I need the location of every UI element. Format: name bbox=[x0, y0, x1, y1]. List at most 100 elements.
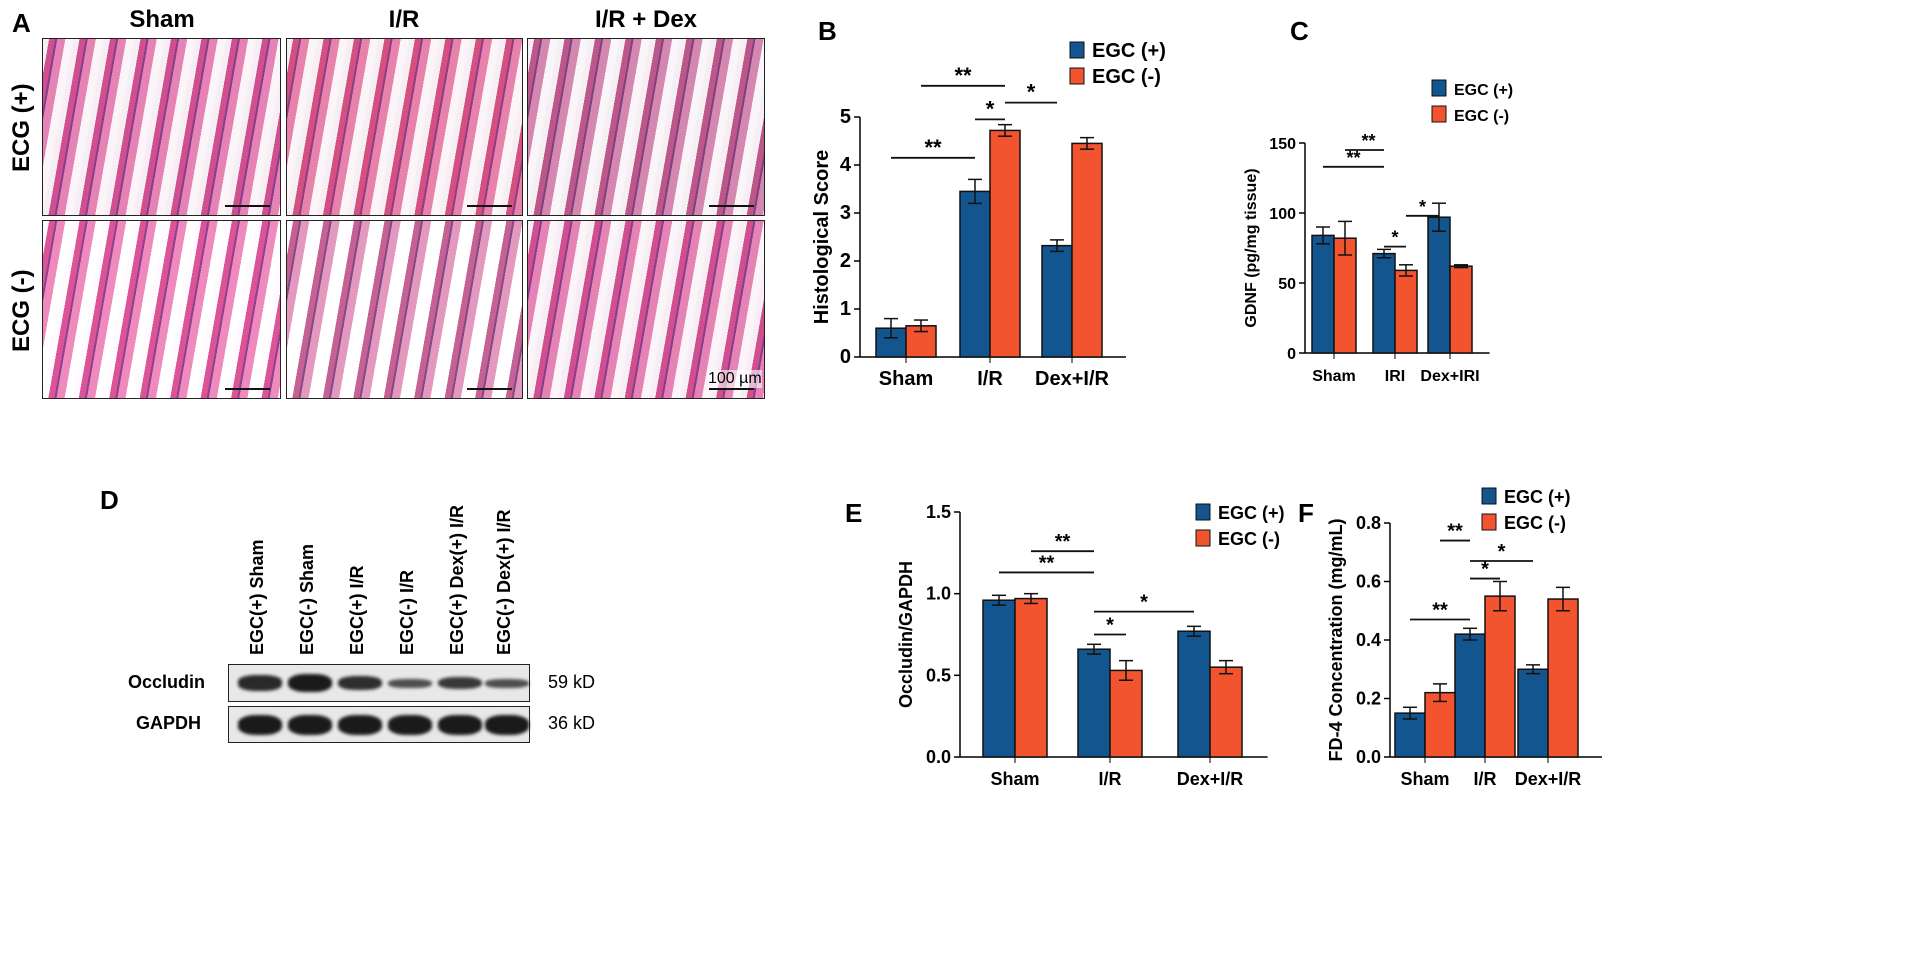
bar-egc bbox=[1209, 666, 1243, 758]
blot-occludin bbox=[228, 664, 530, 702]
bar-egc bbox=[1394, 712, 1426, 758]
blot-band bbox=[388, 678, 432, 688]
significance-marker: * bbox=[1481, 559, 1489, 581]
x-tick-label: I/R bbox=[1098, 769, 1121, 789]
bar-egc bbox=[1109, 669, 1143, 758]
legend-swatch bbox=[1069, 41, 1085, 59]
blot-band bbox=[238, 675, 282, 691]
panel-label-c: C bbox=[1290, 16, 1309, 46]
bar-egc bbox=[1454, 633, 1486, 758]
x-tick-label: I/R bbox=[1473, 769, 1496, 789]
x-tick-label: IRI bbox=[1385, 368, 1405, 385]
significance-marker: ** bbox=[1346, 148, 1360, 168]
histology-image-ir-egc-plus bbox=[286, 38, 523, 216]
x-tick-label: Sham bbox=[1400, 769, 1449, 789]
y-axis-label: GDNF (pg/mg tissue) bbox=[1243, 168, 1260, 327]
legend-swatch bbox=[1431, 79, 1447, 97]
significance-marker: * bbox=[1106, 615, 1114, 637]
x-tick-label: Dex+IRI bbox=[1420, 368, 1479, 385]
legend-label: EGC (-) bbox=[1092, 66, 1161, 88]
column-header-ir: I/R bbox=[388, 6, 420, 33]
bar-egc bbox=[982, 599, 1016, 758]
bar-egc bbox=[1177, 630, 1211, 758]
bar-egc bbox=[1311, 234, 1335, 354]
y-tick-label: 0 bbox=[840, 346, 851, 368]
histology-image-ir-egc-minus bbox=[286, 220, 523, 399]
y-tick-label: 2 bbox=[840, 250, 851, 272]
x-tick-label: Sham bbox=[990, 769, 1039, 789]
blot-size-gapdh: 36 kD bbox=[548, 713, 596, 733]
blot-band bbox=[438, 714, 482, 735]
legend-label: EGC (-) bbox=[1454, 108, 1509, 125]
blot-size-occludin: 59 kD bbox=[548, 672, 596, 692]
y-tick-label: 0.0 bbox=[1356, 747, 1381, 767]
blot-band bbox=[238, 714, 282, 735]
x-tick-label: Dex+I/R bbox=[1515, 769, 1582, 789]
bar-egc bbox=[1394, 269, 1418, 354]
significance-marker: ** bbox=[954, 63, 972, 88]
legend-swatch bbox=[1481, 487, 1497, 505]
significance-marker: ** bbox=[1447, 521, 1463, 543]
x-tick-label: Dex+I/R bbox=[1177, 769, 1244, 789]
bar-egc bbox=[989, 129, 1021, 358]
x-tick-label: Sham bbox=[879, 368, 933, 390]
y-tick-label: 100 bbox=[1269, 206, 1296, 223]
panel-label-d: D bbox=[100, 485, 119, 515]
blot-band bbox=[338, 714, 382, 735]
significance-marker: ** bbox=[1039, 552, 1055, 574]
significance-marker: ** bbox=[1361, 131, 1375, 151]
legend-label: EGC (-) bbox=[1504, 513, 1566, 533]
legend-swatch bbox=[1481, 513, 1497, 531]
blot-band bbox=[485, 714, 529, 735]
blot-band bbox=[438, 676, 482, 690]
histology-image-ir-dex-egc-minus bbox=[527, 220, 765, 399]
column-header-ir-dex: I/R + Dex bbox=[594, 6, 698, 33]
y-tick-label: 0 bbox=[1287, 346, 1296, 363]
y-tick-label: 3 bbox=[840, 202, 851, 224]
blot-band bbox=[388, 714, 432, 735]
histology-image-ir-dex-egc-plus bbox=[527, 38, 765, 216]
bar-egc bbox=[1041, 244, 1073, 358]
x-tick-label: Sham bbox=[1312, 368, 1356, 385]
blot-band bbox=[338, 675, 382, 691]
blot-band bbox=[288, 714, 332, 735]
y-tick-label: 0.2 bbox=[1356, 689, 1381, 709]
significance-marker: * bbox=[1027, 80, 1036, 105]
scale-bar-label: 100 µm bbox=[708, 370, 762, 388]
significance-marker: ** bbox=[1432, 600, 1448, 622]
y-tick-label: 50 bbox=[1278, 276, 1296, 293]
significance-marker: * bbox=[1419, 197, 1426, 217]
legend-label: EGC (-) bbox=[1218, 529, 1280, 549]
y-tick-label: 0.5 bbox=[926, 665, 951, 685]
blot-row-label-gapdh: GAPDH bbox=[136, 713, 202, 733]
y-tick-label: 1 bbox=[840, 298, 851, 320]
histology-image-sham-egc-plus bbox=[42, 38, 281, 216]
legend-swatch bbox=[1195, 529, 1211, 547]
blot-row-label-occludin: Occludin bbox=[128, 672, 206, 692]
y-tick-label: 0.0 bbox=[926, 747, 951, 767]
significance-marker: * bbox=[1498, 541, 1506, 563]
bar-egc bbox=[1484, 595, 1516, 758]
y-tick-label: 0.4 bbox=[1356, 630, 1381, 650]
y-tick-label: 150 bbox=[1269, 136, 1296, 153]
y-axis-label: Occludin/GAPDH bbox=[896, 561, 916, 708]
legend-label: EGC (+) bbox=[1504, 487, 1571, 507]
bar-egc bbox=[1517, 668, 1549, 758]
x-tick-label: Dex+I/R bbox=[1035, 368, 1109, 390]
panel-label-b: B bbox=[818, 16, 837, 46]
bar-egc bbox=[1077, 648, 1111, 758]
legend-swatch bbox=[1431, 105, 1447, 123]
blot-band bbox=[485, 678, 529, 688]
legend-label: EGC (+) bbox=[1454, 82, 1513, 99]
column-header-sham: Sham bbox=[129, 6, 195, 33]
bar-egc bbox=[1449, 265, 1473, 354]
significance-marker: * bbox=[1140, 592, 1148, 614]
y-axis-label: Histological Score bbox=[811, 150, 833, 325]
panel-label-e: E bbox=[845, 498, 862, 528]
y-tick-label: 5 bbox=[840, 106, 851, 128]
significance-marker: * bbox=[1391, 228, 1398, 248]
bar-egc bbox=[1014, 597, 1048, 758]
legend-label: EGC (+) bbox=[1092, 40, 1166, 62]
y-tick-label: 1.0 bbox=[926, 584, 951, 604]
